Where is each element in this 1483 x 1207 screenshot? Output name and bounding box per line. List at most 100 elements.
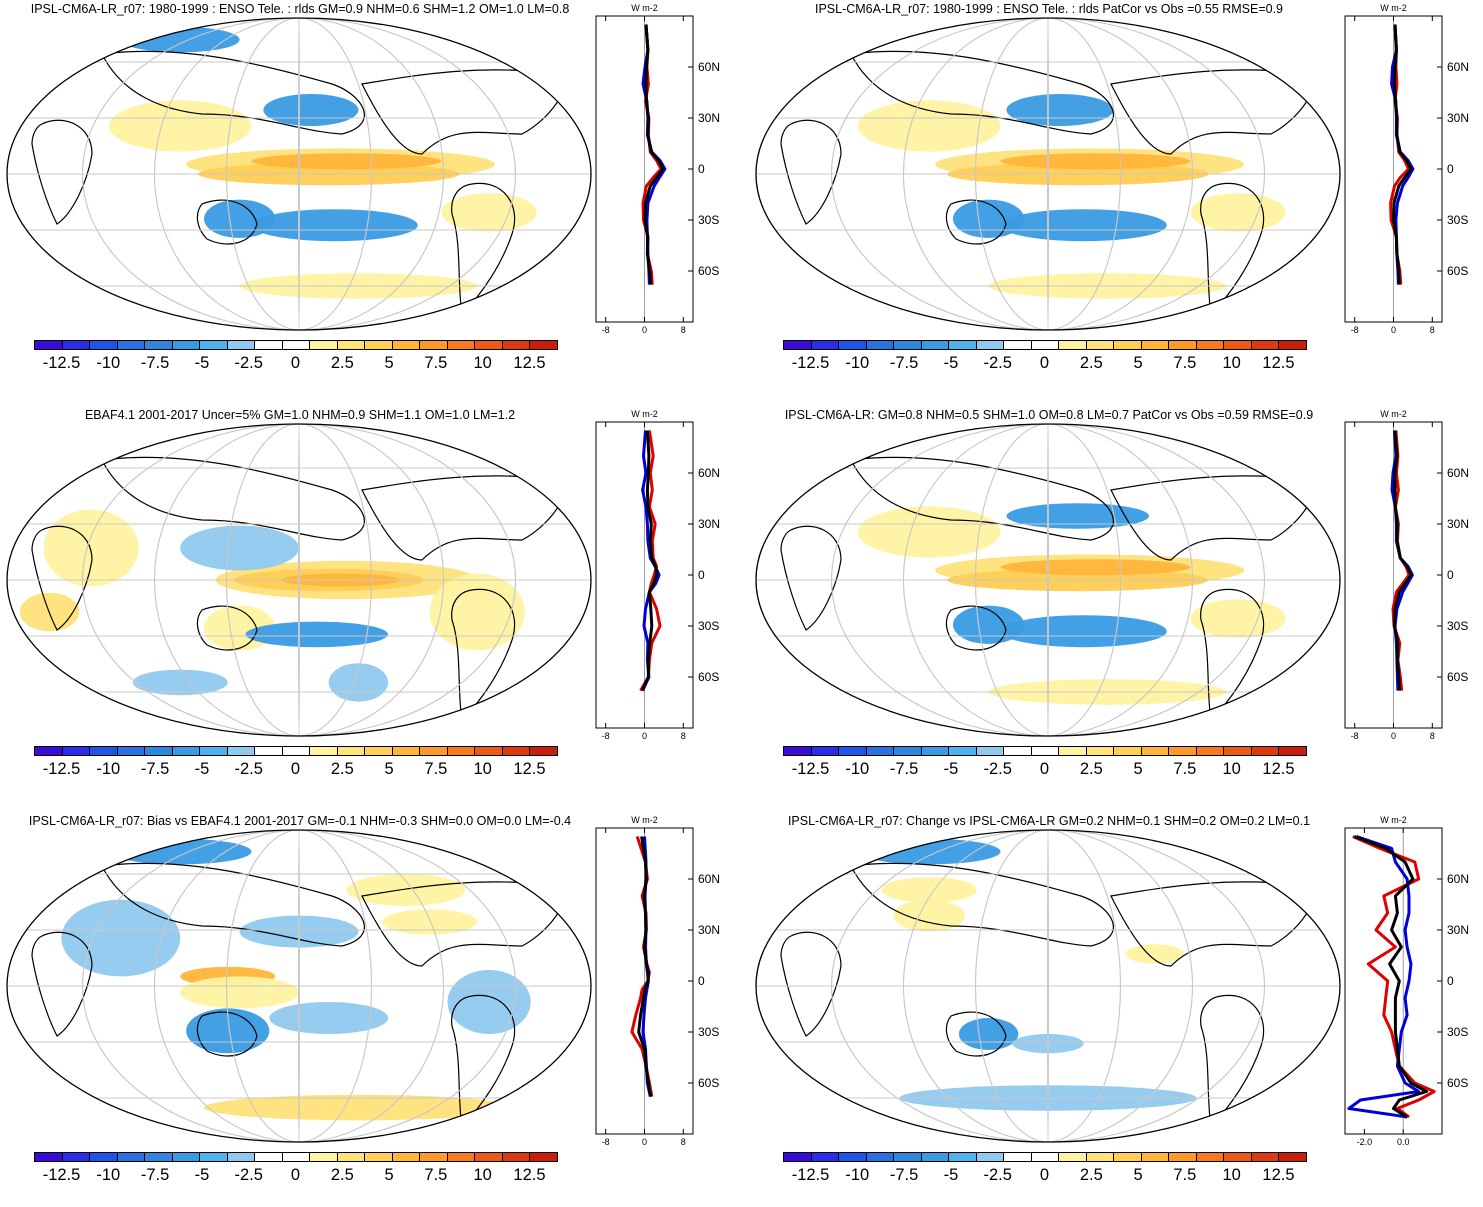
- panel-title: IPSL-CM6A-LR_r07: Change vs IPSL-CM6A-LR…: [787, 814, 1311, 828]
- colorbar-cell: [254, 746, 283, 756]
- y-tick-label: 30S: [1447, 619, 1468, 633]
- colorbar-cell: [948, 340, 977, 350]
- colorbar-label: -2.5: [983, 760, 1012, 778]
- colorbar-label: 2.5: [330, 1166, 354, 1184]
- colorbar-label: 12.5: [513, 1166, 546, 1184]
- world-map: [6, 423, 592, 737]
- colorbar-cell: [34, 340, 63, 350]
- anomaly-region: [61, 899, 181, 977]
- colorbar-label: -10: [845, 1166, 870, 1184]
- colorbar-cell: [1058, 1152, 1087, 1162]
- map-border: [755, 829, 1341, 1143]
- colorbar-label: -7.5: [140, 354, 170, 372]
- colorbar-label: 10: [473, 1166, 492, 1184]
- zonal-mean-profile: W m-2 60N 30N 0 30S 60S -8 0 8: [595, 815, 720, 1146]
- colorbar-cell: [34, 1152, 63, 1162]
- colorbar-cell: [116, 340, 146, 350]
- colorbar-label: -12.5: [42, 760, 81, 778]
- colorbar-cell: [810, 1152, 840, 1162]
- y-tick-label: 30N: [698, 923, 720, 937]
- x-tick-label: 0: [1391, 325, 1396, 334]
- x-tick-label: 0.0: [1397, 1137, 1410, 1146]
- longitude-gridline: [1047, 18, 1049, 330]
- unit-label: W m-2: [631, 815, 658, 825]
- colorbar-cell: [61, 1152, 91, 1162]
- colorbar-cell: [144, 1152, 173, 1162]
- y-tick-label: 30S: [698, 1025, 719, 1039]
- longitude-gridline: [975, 18, 1121, 330]
- x-tick-label: 8: [1430, 731, 1435, 740]
- colorbar-cell: [89, 340, 118, 350]
- coastline: [196, 605, 258, 651]
- series-line-mean: [1392, 24, 1413, 285]
- series-line-mean: [640, 430, 659, 692]
- zonal-mean-profile: W m-2 60N 30N 0 30S 60S -2.0 0.0: [1344, 815, 1469, 1146]
- unit-label: W m-2: [631, 409, 658, 419]
- y-tick-label: 0: [1447, 974, 1454, 988]
- colorbar-cell: [474, 746, 503, 756]
- y-tick-label: 60S: [698, 1076, 719, 1090]
- colorbar-cell: [336, 1152, 366, 1162]
- colorbar-cell: [446, 746, 476, 756]
- series-line-mean: [1393, 430, 1413, 691]
- colorbar-cell: [1278, 1152, 1307, 1162]
- x-tick-label: -8: [1351, 325, 1359, 334]
- colorbar-label: 7.5: [424, 760, 448, 778]
- anomaly-region: [1000, 559, 1191, 576]
- longitude-gridline: [154, 18, 444, 330]
- colorbar-cell: [948, 1152, 977, 1162]
- colorbar-cell: [171, 1152, 201, 1162]
- x-tick-label: 0: [642, 731, 647, 740]
- colorbar-cell: [1223, 340, 1252, 350]
- anomaly-region: [857, 100, 1001, 152]
- y-tick-label: 60S: [1447, 670, 1468, 684]
- coastline: [101, 456, 365, 541]
- colorbar-cell: [199, 1152, 228, 1162]
- colorbar-label: 7.5: [1173, 1166, 1197, 1184]
- colorbar-cell: [309, 340, 338, 350]
- anomaly-region: [263, 94, 359, 126]
- longitude-gridline: [975, 424, 1121, 736]
- colorbar-label: -5: [943, 760, 959, 778]
- anomaly-region: [346, 874, 466, 906]
- anomaly-region: [1190, 599, 1286, 638]
- x-tick-label: 8: [681, 325, 686, 334]
- colorbar-cell: [783, 340, 812, 350]
- y-tick-label: 30S: [1447, 1025, 1468, 1039]
- y-tick-label: 30S: [1447, 213, 1468, 227]
- y-tick-label: 30N: [1447, 517, 1469, 531]
- colorbar-cell: [226, 340, 256, 350]
- colorbar-label: 10: [473, 760, 492, 778]
- coastline: [1110, 881, 1314, 967]
- colorbar-cell: [144, 746, 173, 756]
- colorbar-cell: [1168, 746, 1197, 756]
- longitude-gridline: [831, 18, 1265, 330]
- colorbar-label: 0: [1039, 760, 1050, 778]
- world-map: [755, 829, 1341, 1143]
- longitude-gridline: [831, 424, 1265, 736]
- colorbar-cell: [1278, 746, 1307, 756]
- colorbar-cell: [1195, 1152, 1225, 1162]
- x-tick-label: 0: [642, 325, 647, 334]
- x-tick-label: 8: [681, 1137, 686, 1146]
- colorbar-cell: [1195, 340, 1225, 350]
- colorbar-cell: [865, 1152, 895, 1162]
- anomaly-region: [120, 26, 240, 53]
- y-tick-label: 30N: [1447, 923, 1469, 937]
- coastline: [945, 605, 1007, 651]
- longitude-gridline: [1047, 424, 1049, 736]
- colorbar-label: -10: [96, 354, 121, 372]
- map-border: [755, 17, 1341, 331]
- anomaly-region: [881, 877, 977, 903]
- colorbar-label: 10: [473, 354, 492, 372]
- colorbar-cell: [865, 340, 895, 350]
- unit-label: W m-2: [631, 3, 658, 13]
- colorbar-label: -7.5: [889, 760, 919, 778]
- colorbar: -12.5 -10 -7.5 -5 -2.5 0 2.5 5 7.5 10 12.5: [0, 740, 600, 786]
- colorbar-label: -5: [943, 1166, 959, 1184]
- longitude-gridline: [831, 830, 1265, 1142]
- colorbar-cell: [1168, 340, 1197, 350]
- zonal-mean-profile: W m-2 60N 30N 0 30S 60S -8 0 8: [1344, 3, 1469, 334]
- x-tick-label: -8: [602, 1137, 610, 1146]
- colorbar-cell: [501, 340, 531, 350]
